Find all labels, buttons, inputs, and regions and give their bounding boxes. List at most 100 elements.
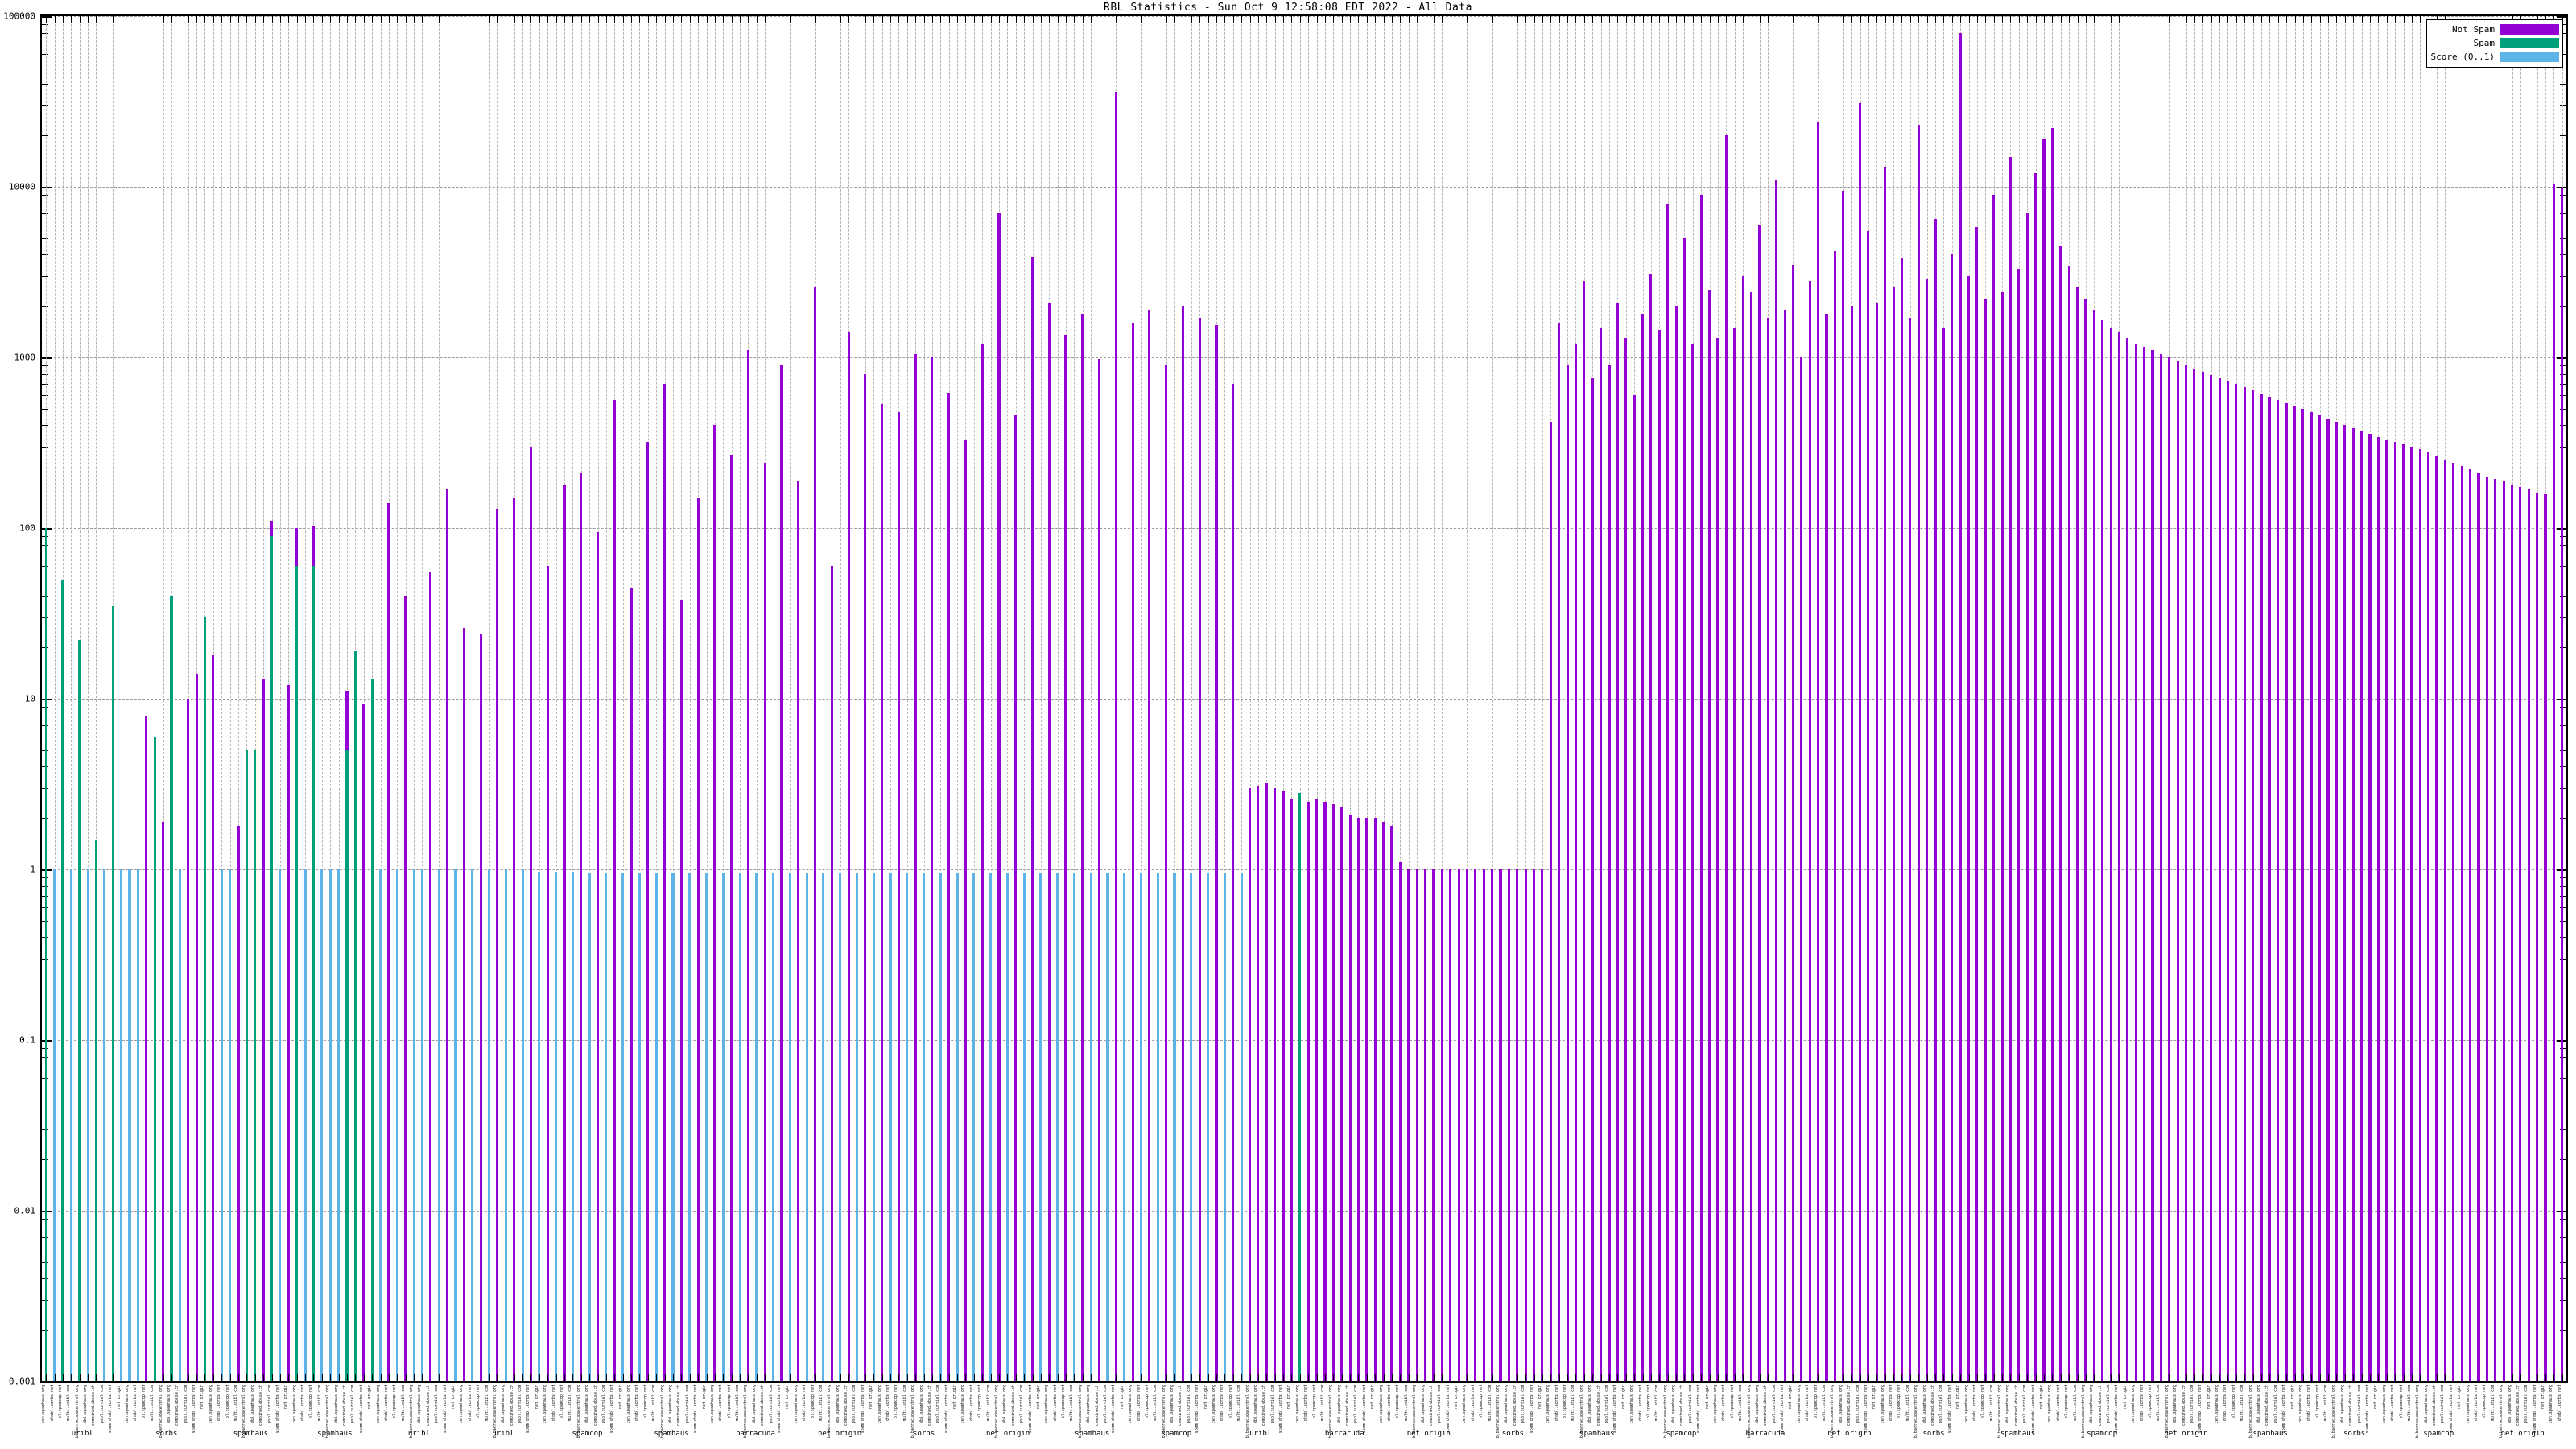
x-axis-tick-label: dbl.spamhaus.org [1253,1385,1258,1424]
x-axis-tick-top [1901,16,1903,23]
x-axis-tick-top [439,16,440,23]
x-axis-tick-top [2085,16,2087,23]
gridline-vertical [1291,16,1293,1381]
x-axis-tick [2311,1374,2313,1381]
x-axis-tick-label: multi.uribl.com [2072,1385,2078,1422]
x-axis-tick-label: dnsbl.sorbs.net [1637,1385,1643,1422]
x-axis-tick-label: net origin [1788,1385,1794,1410]
x-axis-tick-label: dnsbl.sorbs.net [2223,1385,2228,1422]
x-axis-tick-label: psbl.surriel.com [852,1385,857,1424]
x-axis-tick-label: psbl.surriel.com [2524,1385,2529,1424]
x-axis-tick-label: dbl.spamhaus.org [1170,1385,1175,1424]
bar-not-spam [287,685,290,1381]
x-axis-tick [321,1374,323,1381]
x-axis-tick-label: psbl.surriel.com [2189,1385,2194,1424]
x-axis-tick-label: dbl.spamhaus.org [2423,1385,2429,1424]
x-axis-group-label: net origin [1406,1430,1451,1438]
gridline-vertical [1341,16,1343,1381]
bar-not-spam [2561,188,2564,1381]
x-axis-tick-top [1015,16,1017,23]
bar-not-spam [613,400,616,1381]
bar-not-spam [1440,869,1443,1381]
x-axis-tick [1901,1374,1903,1381]
bar-not-spam [1566,365,1569,1381]
y-axis-minor-tick [42,408,48,410]
legend-spam[interactable]: Spam [2431,36,2559,50]
x-axis-tick [2395,1374,2396,1381]
x-axis-tick [1199,1374,1201,1381]
chart-legend[interactable]: Not Spam Spam Score (0..1) [2425,19,2563,68]
bar-spam [203,617,207,1381]
x-axis-tick-label: zen.spamhaus.org [960,1385,966,1424]
x-axis-tick-label: dnsbl.sorbs.net [2557,1385,2562,1422]
x-axis-tick-label: zen.spamhaus.org [1963,1385,1969,1424]
x-axis-group-label: spamcop [2087,1430,2118,1438]
gridline-vertical [1492,16,1493,1381]
x-axis-tick [2002,1374,2004,1381]
bar-spam [44,528,47,1381]
x-axis-tick-top [664,16,666,23]
x-axis-tick-label: dnsbl.sorbs.net [133,1385,138,1422]
bar-not-spam [980,344,984,1381]
y-axis-tick-label: 0.001 [8,1376,35,1387]
x-axis-tick-label: zen.spamhaus.org [2465,1385,2471,1424]
x-axis-tick-top [1743,16,1744,23]
x-axis-tick [748,1374,749,1381]
gridline-vertical [673,16,674,1381]
x-axis-tick [2286,1374,2288,1381]
x-axis-tick [1976,1374,1978,1381]
gridline-vertical [1408,16,1410,1381]
bar-not-spam [2252,390,2255,1381]
gridline-vertical [622,16,624,1381]
x-axis-tick-top [279,16,281,23]
bar-score [772,872,775,1381]
legend-not-spam[interactable]: Not Spam [2431,23,2559,36]
x-axis-tick [204,1374,206,1381]
bar-not-spam [2059,246,2062,1381]
y-axis-minor-tick [2560,84,2566,85]
bar-not-spam [2218,378,2221,1381]
x-axis-tick-top [1550,16,1552,23]
x-axis-tick [2361,1374,2363,1381]
x-axis-tick [397,1374,398,1381]
x-axis-tick-top [1274,16,1276,23]
bar-not-spam [1274,787,1277,1381]
x-axis-tick [1726,1374,1728,1381]
plot-canvas [42,16,2566,1381]
x-axis-tick-top [1993,16,1995,23]
x-axis-tick-top [1299,16,1301,23]
bar-not-spam [2485,477,2488,1381]
x-axis-tick-label: multi.uribl.com [2156,1385,2161,1422]
bar-not-spam [2443,460,2446,1381]
x-axis-tick [1015,1374,1017,1381]
x-axis-tick-label: zen.spamhaus.org [709,1385,715,1424]
x-axis-tick [330,1374,332,1381]
bar-not-spam [2084,299,2087,1381]
bar-not-spam [404,596,407,1381]
bar-score [989,873,993,1381]
gridline-vertical [990,16,992,1381]
x-axis-tick [96,1374,97,1381]
gridline-vertical [572,16,574,1381]
x-axis-tick-label: dbl.spamhaus.org [668,1385,673,1424]
x-axis-tick-label: net origin [2289,1385,2295,1410]
x-axis-tick-top [1517,16,1518,23]
bar-spam [254,749,257,1381]
legend-score[interactable]: Score (0..1) [2431,50,2559,64]
chart-title: RBL Statistics - Sun Oct 9 12:58:08 EDT … [1104,2,1472,14]
bar-not-spam [1248,787,1252,1381]
bar-not-spam [262,679,265,1381]
bar-not-spam [2427,452,2430,1381]
bar-score [654,872,658,1381]
gridline-vertical [1241,16,1243,1381]
x-axis-group-label: sorbs [2343,1430,2366,1438]
gridline-vertical [589,16,591,1381]
bar-score [128,869,131,1381]
x-axis-tick-top [2219,16,2221,23]
gridline-vertical [1007,16,1009,1381]
x-axis-tick-top [2386,16,2388,23]
x-axis-tick-top [296,16,298,23]
x-axis-tick-top [2227,16,2229,23]
x-axis-tick-top [1400,16,1402,23]
y-axis-minor-tick [42,32,48,34]
